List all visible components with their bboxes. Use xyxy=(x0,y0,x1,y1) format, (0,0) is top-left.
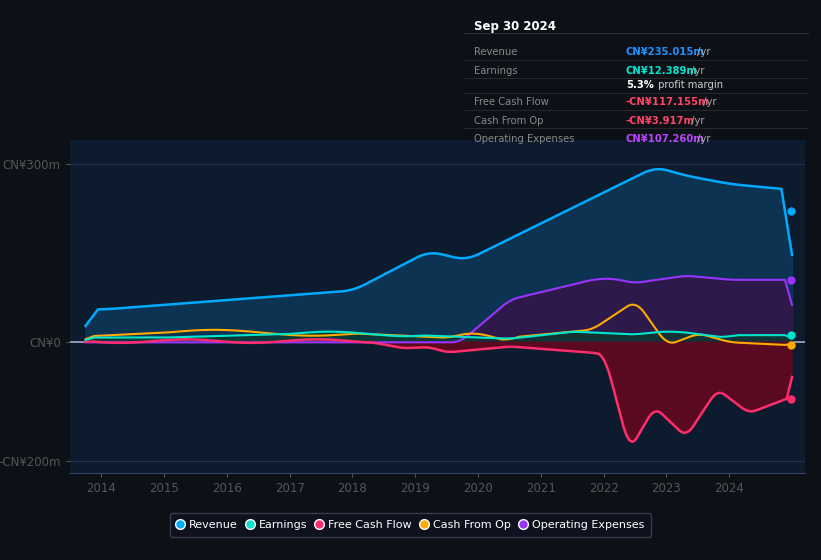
Text: 5.3%: 5.3% xyxy=(626,80,654,90)
Legend: Revenue, Earnings, Free Cash Flow, Cash From Op, Operating Expenses: Revenue, Earnings, Free Cash Flow, Cash … xyxy=(170,514,651,536)
Text: /yr: /yr xyxy=(688,115,704,125)
Text: Operating Expenses: Operating Expenses xyxy=(475,134,575,144)
Text: Earnings: Earnings xyxy=(475,66,518,76)
Text: /yr: /yr xyxy=(695,134,711,144)
Text: Sep 30 2024: Sep 30 2024 xyxy=(475,20,556,33)
Text: Free Cash Flow: Free Cash Flow xyxy=(475,97,549,107)
Text: Revenue: Revenue xyxy=(475,47,517,57)
Text: /yr: /yr xyxy=(695,47,711,57)
Text: -CN¥3.917m: -CN¥3.917m xyxy=(626,115,695,125)
Text: CN¥235.015m: CN¥235.015m xyxy=(626,47,704,57)
Text: profit margin: profit margin xyxy=(655,80,723,90)
Text: -CN¥117.155m: -CN¥117.155m xyxy=(626,97,709,107)
Text: /yr: /yr xyxy=(700,97,717,107)
Text: CN¥12.389m: CN¥12.389m xyxy=(626,66,698,76)
Text: Cash From Op: Cash From Op xyxy=(475,115,544,125)
Text: /yr: /yr xyxy=(688,66,704,76)
Text: CN¥107.260m: CN¥107.260m xyxy=(626,134,704,144)
